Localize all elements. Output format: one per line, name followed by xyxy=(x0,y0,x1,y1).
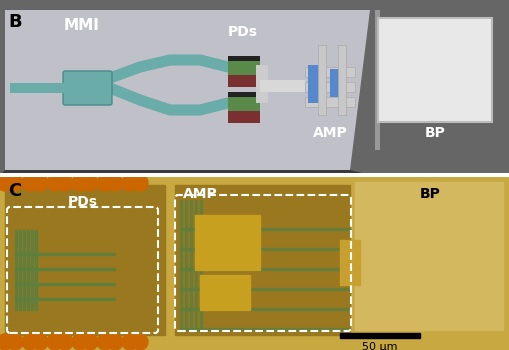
Circle shape xyxy=(132,334,148,350)
Circle shape xyxy=(107,334,123,350)
Bar xyxy=(185,200,187,330)
Circle shape xyxy=(107,175,123,191)
Circle shape xyxy=(0,334,13,350)
Bar xyxy=(374,10,379,150)
Bar xyxy=(15,253,115,255)
Bar xyxy=(15,230,17,310)
Circle shape xyxy=(0,175,13,191)
Circle shape xyxy=(122,334,138,350)
FancyBboxPatch shape xyxy=(377,18,491,122)
Bar xyxy=(23,230,25,310)
Bar xyxy=(15,298,115,300)
Bar xyxy=(228,95,260,113)
Bar xyxy=(354,182,502,330)
Bar xyxy=(27,230,29,310)
Polygon shape xyxy=(5,10,369,170)
Circle shape xyxy=(82,175,98,191)
Bar xyxy=(180,268,349,270)
Bar xyxy=(31,230,33,310)
Bar xyxy=(200,275,249,310)
Circle shape xyxy=(97,334,113,350)
Circle shape xyxy=(57,175,73,191)
Bar xyxy=(260,80,304,92)
Text: AMP: AMP xyxy=(182,187,217,201)
Bar xyxy=(337,45,345,115)
Circle shape xyxy=(47,334,63,350)
Bar xyxy=(15,283,115,285)
Bar xyxy=(329,69,342,97)
Bar xyxy=(200,200,202,330)
Bar xyxy=(307,65,325,103)
Circle shape xyxy=(57,334,73,350)
Bar xyxy=(5,185,165,335)
Text: PDs: PDs xyxy=(228,25,258,39)
Polygon shape xyxy=(0,170,369,175)
Bar xyxy=(194,215,260,270)
Circle shape xyxy=(72,175,88,191)
Text: BP: BP xyxy=(419,187,440,201)
Bar xyxy=(180,288,349,290)
Circle shape xyxy=(47,175,63,191)
Circle shape xyxy=(7,334,23,350)
Text: B: B xyxy=(8,13,21,31)
Text: 50 μm: 50 μm xyxy=(361,342,397,350)
Bar xyxy=(318,45,325,115)
Circle shape xyxy=(22,334,38,350)
Text: PDs: PDs xyxy=(68,195,98,209)
Bar xyxy=(190,200,191,330)
Bar xyxy=(180,248,349,250)
Bar xyxy=(340,240,359,285)
Bar xyxy=(180,200,182,330)
Bar xyxy=(19,230,21,310)
Circle shape xyxy=(32,175,48,191)
Bar xyxy=(175,185,349,335)
Bar xyxy=(304,97,354,107)
Circle shape xyxy=(132,175,148,191)
Bar xyxy=(228,92,260,97)
Circle shape xyxy=(72,334,88,350)
Text: BP: BP xyxy=(423,126,444,140)
Bar xyxy=(15,268,115,270)
Bar xyxy=(35,230,37,310)
Bar xyxy=(304,82,354,92)
Bar xyxy=(180,328,349,330)
Bar xyxy=(256,65,267,103)
Bar xyxy=(180,228,349,230)
Text: AMP: AMP xyxy=(312,126,347,140)
FancyBboxPatch shape xyxy=(63,71,112,105)
Bar xyxy=(228,111,260,123)
Bar xyxy=(228,56,260,61)
Circle shape xyxy=(97,175,113,191)
Text: C: C xyxy=(8,182,21,200)
Circle shape xyxy=(22,175,38,191)
Bar xyxy=(340,333,419,338)
Bar xyxy=(228,59,260,77)
Bar xyxy=(304,67,354,77)
Circle shape xyxy=(7,175,23,191)
Circle shape xyxy=(122,175,138,191)
Bar xyxy=(180,308,349,310)
Bar xyxy=(10,83,65,93)
Text: MMI: MMI xyxy=(64,18,100,33)
Bar xyxy=(194,200,196,330)
Circle shape xyxy=(32,334,48,350)
Circle shape xyxy=(82,334,98,350)
Bar xyxy=(228,75,260,87)
